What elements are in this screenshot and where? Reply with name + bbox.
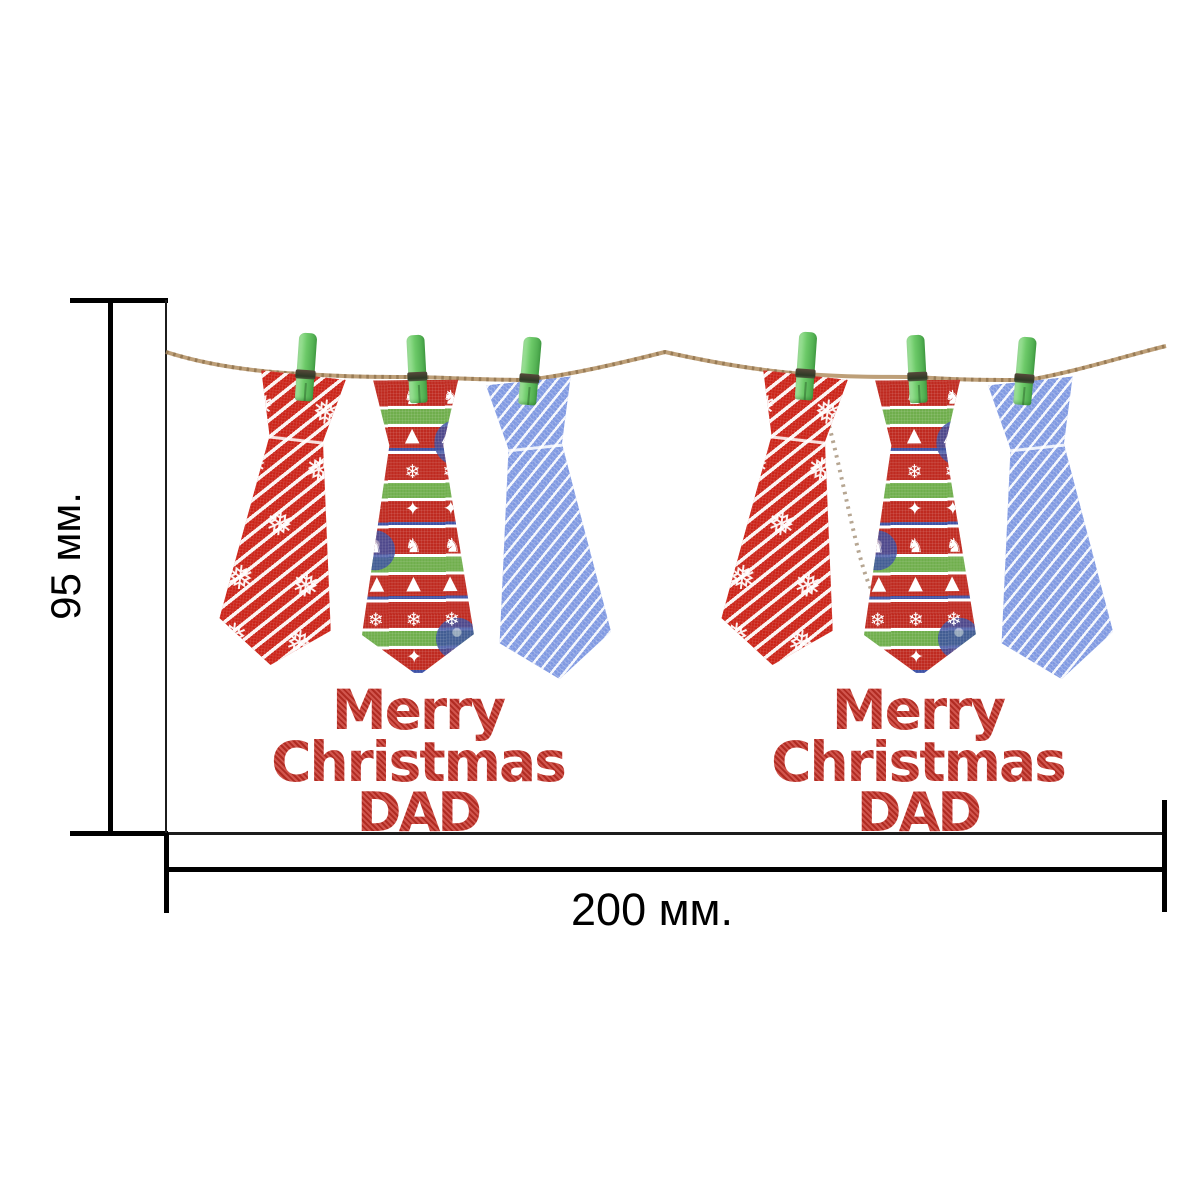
design-area-bottom-extension-line [168, 832, 1166, 835]
tie-blue-striped-2 [975, 375, 1118, 685]
height-dimension-line [108, 300, 113, 834]
clothespin-slit [803, 382, 807, 401]
clothespin-clamp [907, 371, 928, 382]
greeting-text-1: Merry Christmas DAD [178, 683, 658, 840]
height-dimension-label: 95 мм. [42, 492, 89, 620]
tie-red-snowflake-1: ❅ ❅ ❅ ❅ ❅ ❅ ❅ ❅ ❅ ❅ ❅ ❅ [215, 369, 359, 672]
clothespin-clamp [795, 368, 816, 379]
tie-red-snowflake-1-shape: ❅ ❅ ❅ ❅ ❅ ❅ ❅ ❅ ❅ ❅ ❅ ❅ [215, 369, 359, 672]
tie-blue-striped-1-shape [473, 375, 616, 685]
width-dimension-tick-left [164, 833, 169, 913]
width-dimension-label: 200 мм. [571, 884, 733, 935]
greeting-line2: DAD [178, 786, 658, 840]
clothespin-icon-2 [406, 334, 428, 404]
tie-fairisle-2: ♞ ♞ ♞ ▲ ▲ ▲ ❄ ❄ ❄ ✦ ✦ ✦ ♞ ♞ ♞ ▲ ▲ ▲ ❄ ❄ … [862, 380, 977, 677]
tie-fairisle-2-shape: ♞ ♞ ♞ ▲ ▲ ▲ ❄ ❄ ❄ ✦ ✦ ✦ ♞ ♞ ♞ ▲ ▲ ▲ ❄ ❄ … [862, 380, 977, 677]
height-dimension-tick-top [70, 298, 168, 303]
clothespin-slit [1022, 387, 1026, 406]
greeting-line1: Merry Christmas [678, 683, 1158, 790]
tie-blue-striped-2-shape [975, 375, 1118, 685]
clothespin-clamp [1014, 372, 1035, 384]
width-dimension-line [166, 867, 1166, 872]
greeting-line1: Merry Christmas [178, 683, 658, 790]
fabric-texture [473, 375, 616, 685]
fabric-texture [215, 369, 359, 672]
fabric-texture [862, 380, 977, 677]
clothespin-slit [417, 385, 421, 403]
tie-red-snowflake-2: ❅ ❅ ❅ ❅ ❅ ❅ ❅ ❅ ❅ ❅ ❅ ❅ [717, 369, 861, 672]
tie-fairisle-1-shape: ♞ ♞ ♞ ▲ ▲ ▲ ❄ ❄ ❄ ✦ ✦ ✦ ♞ ♞ ♞ ▲ ▲ ▲ ❄ ❄ … [360, 380, 475, 677]
clothespin-clamp [519, 372, 540, 384]
tie-red-snowflake-2-shape: ❅ ❅ ❅ ❅ ❅ ❅ ❅ ❅ ❅ ❅ ❅ ❅ [717, 369, 861, 672]
tie-fairisle-1: ♞ ♞ ♞ ▲ ▲ ▲ ❄ ❄ ❄ ✦ ✦ ✦ ♞ ♞ ♞ ▲ ▲ ▲ ❄ ❄ … [360, 380, 475, 677]
clothespin-clamp [295, 369, 316, 380]
clothespin-clamp [407, 371, 428, 382]
fabric-texture [975, 375, 1118, 685]
width-dimension-tick-right [1162, 800, 1167, 912]
height-dimension-tick-bottom [70, 831, 168, 836]
clothespin-slit [917, 385, 921, 403]
tie-blue-striped-1 [473, 375, 616, 685]
greeting-text-2: Merry Christmas DAD [678, 683, 1158, 840]
clothespin-icon-5 [906, 334, 928, 404]
greeting-line2: DAD [678, 786, 1158, 840]
design-area-left-extension-line [165, 300, 167, 833]
clothespin-slit [527, 387, 531, 406]
fabric-texture [717, 369, 861, 672]
clothespin-slit [303, 383, 307, 402]
fabric-texture [360, 380, 475, 677]
